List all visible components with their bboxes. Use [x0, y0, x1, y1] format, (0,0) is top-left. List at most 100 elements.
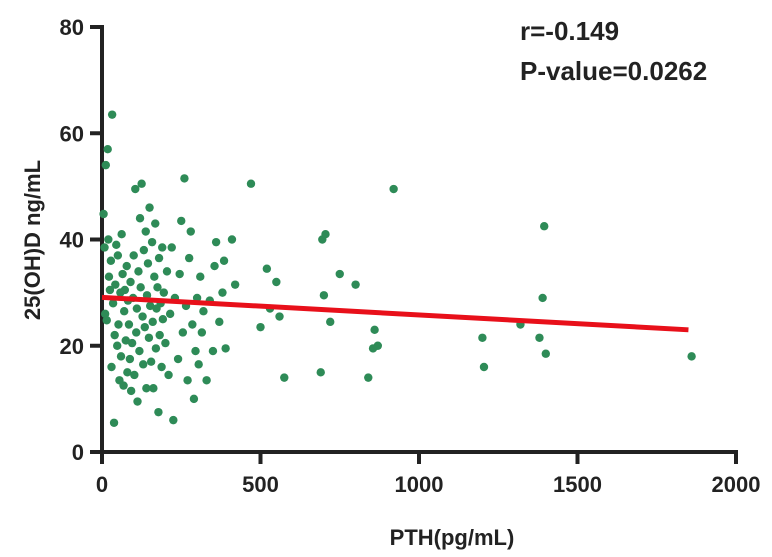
data-point: [321, 229, 330, 239]
data-point: [129, 251, 138, 260]
x-axis-title: PTH(pg/mL): [390, 525, 515, 550]
data-point: [133, 397, 142, 406]
data-point: [194, 360, 203, 369]
data-point: [135, 214, 145, 223]
data-point: [138, 312, 147, 321]
data-point: [142, 384, 151, 393]
data-point: [126, 386, 136, 396]
data-point: [158, 243, 167, 252]
data-point: [106, 256, 116, 265]
data-point: [143, 259, 153, 268]
data-point: [180, 174, 189, 183]
data-point: [335, 269, 344, 279]
x-tick-label: 2000: [712, 472, 761, 497]
data-point: [177, 216, 186, 226]
data-point: [215, 317, 224, 327]
data-point: [150, 272, 159, 281]
data-point: [146, 357, 156, 366]
data-point: [246, 179, 256, 188]
y-tick-label: 80: [60, 15, 84, 40]
data-point: [136, 283, 145, 292]
data-point: [167, 243, 176, 252]
data-point: [122, 261, 131, 271]
data-point: [130, 370, 139, 380]
data-point: [107, 110, 117, 119]
data-point: [188, 320, 197, 329]
data-point: [113, 251, 123, 260]
data-point: [101, 160, 111, 170]
data-point: [211, 237, 221, 247]
data-point: [139, 245, 149, 255]
data-point: [221, 344, 230, 353]
data-point: [178, 328, 188, 337]
data-point: [191, 346, 200, 356]
data-point: [132, 328, 141, 337]
x-tick-label: 1000: [395, 472, 444, 497]
data-point: [479, 362, 489, 372]
data-point: [389, 184, 398, 194]
data-point: [192, 293, 202, 303]
data-point: [123, 368, 132, 377]
data-point: [151, 219, 160, 228]
x-tick-label: 0: [96, 472, 108, 497]
data-point: [159, 288, 169, 297]
data-point: [199, 307, 208, 316]
data-point: [280, 373, 289, 382]
data-point: [120, 285, 130, 295]
data-point: [478, 333, 487, 342]
data-point: [102, 316, 111, 325]
data-point: [116, 352, 126, 361]
data-point: [175, 269, 184, 279]
data-point: [139, 360, 148, 369]
data-point: [157, 362, 166, 372]
data-point: [117, 229, 126, 239]
data-point: [173, 354, 183, 364]
data-point: [165, 309, 175, 319]
data-point: [103, 144, 112, 154]
data-point: [364, 373, 373, 382]
data-point: [184, 253, 194, 263]
data-point: [540, 222, 549, 231]
y-tick-label: 0: [72, 440, 84, 465]
data-point: [153, 283, 162, 292]
data-point: [145, 301, 155, 311]
data-point: [113, 341, 122, 350]
data-point: [161, 338, 170, 348]
y-axis: 0 20 40 60 80: [60, 15, 104, 465]
regression-line: [101, 294, 689, 333]
data-point: [541, 349, 550, 358]
data-point: [275, 312, 284, 321]
data-point: [326, 317, 335, 327]
data-point: [121, 336, 130, 345]
data-point: [135, 346, 144, 356]
data-point: [105, 285, 115, 295]
data-point: [107, 362, 116, 372]
data-point: [110, 330, 119, 340]
data-point: [373, 341, 382, 350]
data-point: [155, 330, 164, 340]
x-tick-label: 1500: [553, 472, 602, 497]
data-point: [145, 203, 154, 212]
data-point: [186, 227, 195, 236]
data-point: [202, 376, 211, 385]
data-point: [189, 394, 199, 404]
data-point: [104, 235, 113, 244]
y-tick-label: 60: [60, 121, 84, 146]
data-point: [134, 267, 143, 276]
data-point: [370, 325, 379, 335]
data-point: [109, 418, 119, 427]
data-point: [126, 277, 135, 287]
data-point: [99, 209, 108, 219]
data-point: [132, 304, 142, 313]
data-point: [687, 352, 696, 361]
data-point: [227, 235, 237, 244]
data-point: [208, 346, 218, 356]
data-point: [230, 280, 240, 289]
data-point: [164, 370, 173, 380]
data-point: [125, 354, 135, 364]
data-point: [144, 333, 154, 342]
data-point: [140, 322, 149, 332]
data-point: [154, 407, 163, 417]
data-point: [100, 243, 109, 252]
